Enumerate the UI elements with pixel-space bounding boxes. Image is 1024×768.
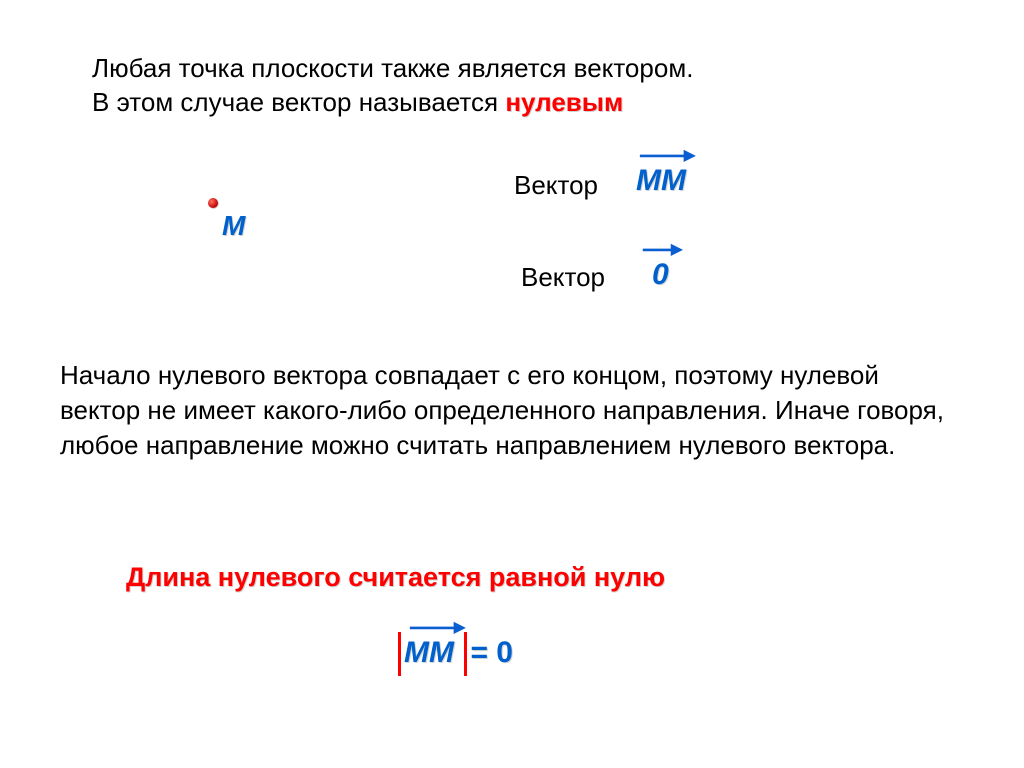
- point-m-dot: [208, 198, 218, 208]
- magnitude-bar-left-icon: [398, 632, 401, 676]
- equation-mm: ММ: [404, 636, 454, 669]
- vector-zero-symbol: 0: [652, 258, 669, 291]
- equation: ММ = 0: [404, 636, 513, 670]
- length-line: Длина нулевого считается равной нулю: [126, 560, 665, 595]
- arrow-over-zero-icon: [638, 242, 686, 256]
- vector-zero-symbol-wrap: 0: [652, 258, 669, 292]
- vector-word-2: Вектор: [521, 262, 605, 292]
- intro-line-2: В этом случае вектор называется нулевым: [92, 86, 623, 120]
- vector-zero-row: Вектор: [521, 262, 605, 293]
- vector-mm-symbol: ММ: [636, 164, 686, 197]
- intro-line-1-text: Любая точка плоскости также является век…: [92, 53, 693, 83]
- slide-content: Любая точка плоскости также является век…: [0, 0, 1024, 768]
- vector-word-1: Вектор: [514, 170, 598, 200]
- intro-line-2-a: В этом случае вектор называется: [92, 87, 505, 117]
- arrow-over-eq-icon: [404, 620, 470, 634]
- vector-mm-symbol-wrap: ММ: [636, 164, 686, 198]
- equation-rhs: = 0: [470, 636, 513, 669]
- point-m-label: М: [222, 210, 245, 242]
- magnitude-bar-right-icon: [464, 632, 467, 676]
- body-paragraph: Начало нулевого вектора совпадает с его …: [60, 358, 964, 463]
- arrow-over-mm-icon: [634, 148, 700, 162]
- intro-line-2-b: нулевым: [505, 87, 623, 117]
- intro-line-1: Любая точка плоскости также является век…: [92, 52, 693, 86]
- vector-mm-row: Вектор: [514, 170, 598, 201]
